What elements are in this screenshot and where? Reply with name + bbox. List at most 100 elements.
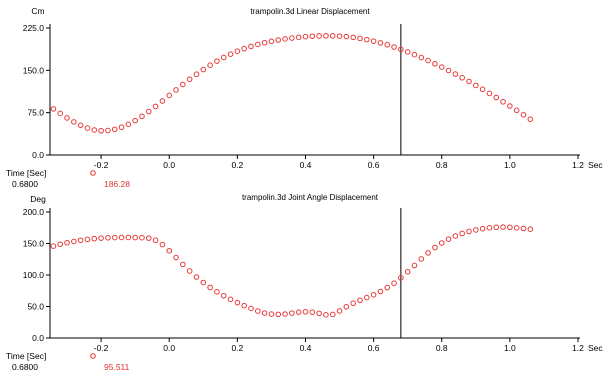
data-point xyxy=(527,116,534,123)
data-point xyxy=(248,43,254,50)
data-point xyxy=(275,37,282,43)
data-point xyxy=(57,241,64,248)
x-tick-label: -0.2 xyxy=(94,343,109,353)
x-tick-label: 0.4 xyxy=(300,343,312,353)
data-point xyxy=(316,310,322,317)
data-point xyxy=(432,60,438,67)
data-point xyxy=(302,308,309,315)
data-point xyxy=(357,297,363,304)
data-point xyxy=(132,234,138,241)
data-point xyxy=(350,34,356,41)
data-point xyxy=(118,124,125,131)
y-tick-label: 150.0 xyxy=(23,65,45,75)
data-point xyxy=(50,106,57,112)
data-point xyxy=(186,76,193,83)
data-point xyxy=(486,90,493,97)
data-point xyxy=(254,41,261,48)
data-point xyxy=(466,228,472,235)
data-point xyxy=(473,82,479,89)
chart-2: trampolin.3d Joint Angle Displacement Deg… xyxy=(6,193,603,372)
data-point xyxy=(282,36,288,42)
data-point xyxy=(98,235,104,241)
data-point xyxy=(268,38,275,45)
data-point xyxy=(445,236,452,242)
data-point xyxy=(452,71,459,77)
data-point xyxy=(364,36,370,43)
x-tick-label: 1.0 xyxy=(504,160,516,170)
data-point xyxy=(241,302,247,309)
data-point xyxy=(343,303,350,310)
data-point xyxy=(145,108,152,115)
data-point xyxy=(207,62,213,68)
data-point xyxy=(125,234,132,241)
data-point xyxy=(282,311,288,317)
y-axis-unit: Deg xyxy=(30,194,46,204)
data-point xyxy=(500,98,506,105)
data-point xyxy=(520,225,527,232)
data-point xyxy=(357,35,363,42)
data-point xyxy=(513,225,520,231)
data-point xyxy=(152,237,159,244)
data-point xyxy=(309,33,316,40)
data-point xyxy=(336,33,343,39)
data-point xyxy=(57,110,64,117)
data-point xyxy=(459,230,465,237)
data-point xyxy=(105,234,111,241)
data-point xyxy=(145,235,152,241)
y-tick-label: 75.0 xyxy=(27,108,44,118)
x-axis-unit: Sec xyxy=(588,343,603,353)
data-point xyxy=(227,51,234,57)
data-point xyxy=(71,238,77,245)
data-point xyxy=(91,127,98,133)
data-point xyxy=(493,94,500,101)
readout-value: 95.511 xyxy=(104,362,130,372)
data-point xyxy=(173,87,179,93)
data-point xyxy=(404,268,411,275)
data-point xyxy=(404,49,411,55)
data-point xyxy=(507,224,513,231)
data-point xyxy=(241,45,247,52)
data-point xyxy=(411,262,418,269)
data-point xyxy=(418,54,425,61)
chart-title: trampolin.3d Joint Angle Displacement xyxy=(242,193,379,202)
data-point xyxy=(173,254,179,261)
data-point xyxy=(479,86,486,93)
data-point xyxy=(309,309,316,315)
data-point xyxy=(316,33,322,39)
data-point xyxy=(411,51,418,58)
data-point xyxy=(329,311,336,318)
data-point xyxy=(207,284,213,291)
data-point xyxy=(111,234,118,241)
data-point xyxy=(520,111,527,118)
data-point xyxy=(336,308,343,314)
data-point xyxy=(200,279,207,286)
data-point xyxy=(425,250,431,256)
y-tick-label: 150.0 xyxy=(23,239,45,249)
data-point xyxy=(214,58,220,64)
data-point xyxy=(500,224,506,230)
x-tick-label: 0.8 xyxy=(436,160,448,170)
y-axis-unit: Cm xyxy=(31,6,44,16)
data-point xyxy=(295,34,302,41)
x-tick-label: 0.6 xyxy=(368,160,380,170)
readout-time-label: Time [Sec] xyxy=(6,168,46,178)
data-point xyxy=(261,39,268,46)
data-point xyxy=(200,66,207,73)
y-tick-label: 0.0 xyxy=(32,150,44,160)
data-point xyxy=(77,122,84,129)
x-tick-label: 1.0 xyxy=(504,343,516,353)
data-point xyxy=(438,240,445,246)
y-tick-label: 200.0 xyxy=(23,207,45,217)
data-point xyxy=(234,48,241,54)
x-tick-label: 0.2 xyxy=(231,160,243,170)
data-point xyxy=(295,309,302,315)
data-point xyxy=(425,57,431,64)
data-point xyxy=(432,244,438,251)
x-tick-label: 0.6 xyxy=(368,343,380,353)
data-point xyxy=(152,103,159,110)
data-point xyxy=(391,280,397,286)
data-point xyxy=(377,288,384,295)
data-point xyxy=(384,42,391,48)
data-point xyxy=(398,275,404,281)
